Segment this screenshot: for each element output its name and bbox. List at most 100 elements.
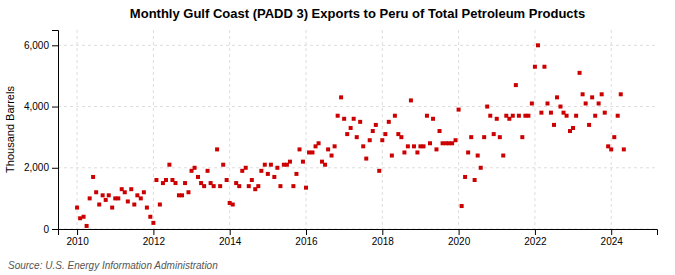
- point: [399, 135, 403, 139]
- point: [469, 135, 473, 139]
- point: [218, 184, 222, 188]
- point: [463, 175, 467, 179]
- tick: 6,000: [24, 40, 58, 51]
- grid-line: [534, 30, 535, 229]
- point: [247, 184, 251, 188]
- plot-area: 2010201220142016201820202022202402,0004,…: [24, 30, 658, 247]
- tick: 2010: [66, 229, 89, 247]
- tick-label: 2024: [601, 236, 624, 247]
- grid-line: [58, 167, 657, 168]
- point: [269, 163, 273, 167]
- tick-mark: [77, 229, 78, 235]
- point: [206, 169, 210, 173]
- point: [616, 114, 620, 118]
- point: [330, 154, 334, 158]
- point: [145, 206, 149, 210]
- point: [256, 184, 260, 188]
- point: [352, 117, 356, 121]
- tick: 2,000: [24, 162, 58, 173]
- x-axis: 20102012201420162018202020222024: [59, 229, 658, 247]
- point: [107, 193, 111, 197]
- point: [495, 117, 499, 121]
- point: [485, 105, 489, 109]
- point: [390, 154, 394, 158]
- point: [212, 184, 216, 188]
- point: [593, 114, 597, 118]
- point: [237, 184, 241, 188]
- tick-label: 2,000: [24, 162, 49, 173]
- point: [361, 144, 365, 148]
- point: [438, 129, 442, 133]
- point: [552, 123, 556, 127]
- tick-mark: [306, 229, 307, 235]
- point: [263, 163, 267, 167]
- tick: 2020: [448, 229, 471, 247]
- point: [393, 114, 397, 118]
- point: [186, 190, 190, 194]
- tick-label: 2018: [372, 236, 395, 247]
- point: [339, 95, 343, 99]
- grid-line: [458, 30, 459, 229]
- point: [272, 175, 276, 179]
- point: [374, 123, 378, 127]
- point: [174, 181, 178, 185]
- point: [266, 172, 270, 176]
- point: [454, 138, 458, 142]
- point: [244, 166, 248, 170]
- point: [154, 178, 158, 182]
- point: [342, 117, 346, 121]
- point: [349, 126, 353, 130]
- point: [132, 203, 136, 207]
- point: [415, 150, 419, 154]
- tick-mark: [535, 229, 536, 235]
- point: [412, 144, 416, 148]
- point: [476, 154, 480, 158]
- y-axis-label: Thousand Barrels: [4, 86, 16, 173]
- point: [549, 111, 553, 115]
- point: [78, 216, 82, 220]
- point: [225, 178, 229, 182]
- point: [511, 114, 515, 118]
- point: [520, 135, 524, 139]
- point: [355, 135, 359, 139]
- tick: 2024: [601, 229, 624, 247]
- point: [298, 147, 302, 151]
- tick-label: 2010: [66, 236, 89, 247]
- tick-mark: [52, 107, 58, 108]
- point: [139, 196, 143, 200]
- point: [164, 178, 168, 182]
- point: [526, 114, 530, 118]
- point: [542, 65, 546, 69]
- point: [371, 129, 375, 133]
- point: [574, 114, 578, 118]
- point: [425, 114, 429, 118]
- point: [250, 178, 254, 182]
- tick-label: 2016: [295, 236, 318, 247]
- point: [240, 169, 244, 173]
- point: [91, 175, 95, 179]
- point: [517, 114, 521, 118]
- point: [88, 196, 92, 200]
- point: [345, 132, 349, 136]
- annotation: Source: U.S. Energy Information Administ…: [8, 260, 218, 271]
- tick-mark: [52, 229, 58, 230]
- point: [600, 92, 604, 96]
- point: [275, 166, 279, 170]
- tick-label: 2014: [219, 236, 242, 247]
- axis-line: [59, 230, 658, 236]
- point: [75, 206, 79, 210]
- point: [492, 132, 496, 136]
- tick: 2018: [372, 229, 395, 247]
- point: [501, 154, 505, 158]
- point: [584, 101, 588, 105]
- point: [546, 101, 550, 105]
- point: [457, 108, 461, 112]
- point: [294, 172, 298, 176]
- grid-line: [153, 30, 154, 229]
- point: [317, 141, 321, 145]
- tick-label: 6,000: [24, 40, 49, 51]
- point: [202, 184, 206, 188]
- point: [326, 147, 330, 151]
- point: [377, 169, 381, 173]
- grid-line: [382, 30, 383, 229]
